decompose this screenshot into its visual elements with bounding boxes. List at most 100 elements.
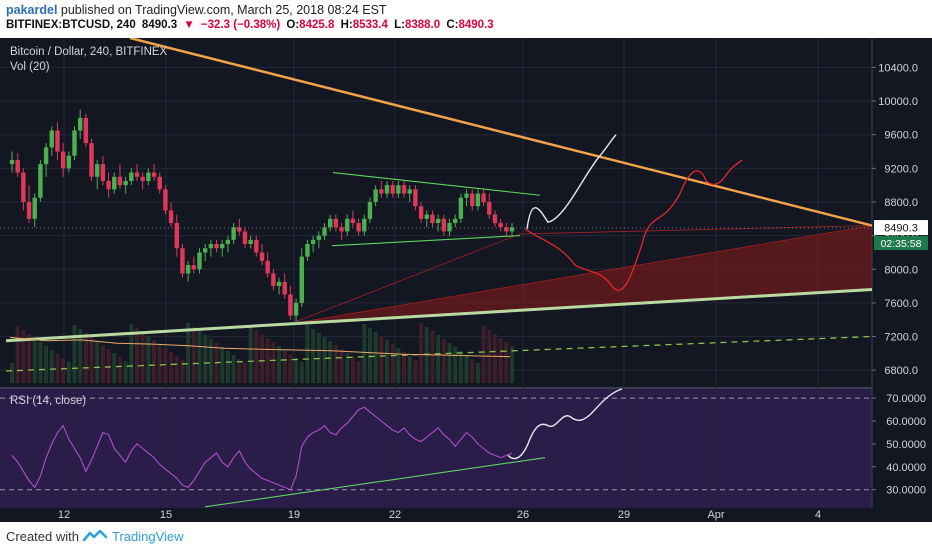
triangle-outline: [290, 225, 873, 325]
volume-bar: [260, 334, 264, 383]
candle-body: [390, 185, 395, 194]
volume-bar: [112, 353, 117, 383]
high-label: H:: [340, 19, 353, 31]
volume-bar: [203, 335, 208, 383]
volume-bar: [61, 358, 66, 383]
footer: Created with TradingView: [0, 522, 932, 550]
volume-bar: [129, 324, 134, 383]
volume-bar: [197, 331, 202, 383]
candle-body: [401, 185, 407, 194]
candle-body: [452, 218, 458, 224]
volume-bar: [100, 345, 105, 383]
open-label: O:: [286, 19, 300, 31]
volume-bars: [10, 323, 514, 383]
y-tick-label: 8000.0: [884, 264, 918, 276]
last-price: 8490.3: [141, 19, 178, 31]
candle-body: [123, 180, 128, 186]
projection-path-red: [524, 159, 743, 291]
rsi-y-tick-label: 40.0000: [886, 462, 926, 474]
volume-bar: [481, 326, 486, 383]
projection-path-white: [526, 134, 617, 229]
tradingview-logo-icon[interactable]: [82, 528, 108, 544]
volume-bar: [413, 360, 418, 383]
volume-bar: [475, 363, 480, 383]
volume-bar: [390, 344, 395, 383]
price-change: −32.3 (−0.38%): [200, 19, 281, 31]
candle-body: [373, 189, 378, 202]
chart-area[interactable]: 70.0000 60.0000 50.0000 40.0000 30.0000 1040…: [0, 36, 932, 522]
candle-body: [333, 218, 339, 228]
candle-body: [77, 117, 83, 131]
rsi-line: [11, 406, 513, 491]
symbol-info: BITFINEX:BTCUSD, 240 8490.3 ▼ −32.3 (−0.…: [6, 19, 497, 31]
volume-bar: [152, 340, 157, 383]
rsi-trendline: [204, 457, 546, 508]
volume-indicator-label: Vol (20): [10, 61, 50, 73]
candle-body: [492, 214, 498, 224]
volume-bar: [186, 323, 191, 383]
volume-bar: [498, 338, 503, 383]
volume-bar: [237, 359, 242, 383]
rsi-title: RSI (14, close): [10, 395, 86, 407]
candle-body: [384, 185, 390, 194]
volume-bar: [367, 328, 372, 383]
x-axis: 12 15 19 22 26 29 Apr 4: [58, 509, 821, 521]
price-chart-svg[interactable]: 70.0000 60.0000 50.0000 40.0000 30.0000 1040…: [0, 36, 932, 522]
pane-divider[interactable]: [0, 387, 872, 389]
volume-bar: [510, 346, 514, 383]
pennant-lower-line: [331, 235, 521, 247]
down-arrow-icon: ▼: [183, 19, 195, 31]
candle-body: [418, 206, 424, 219]
candle-body: [9, 159, 15, 165]
candles: [9, 109, 515, 324]
volume-bar: [419, 323, 424, 383]
x-tick-label: 26: [517, 509, 529, 521]
volume-bar: [447, 343, 452, 383]
tradingview-brand-link[interactable]: TradingView: [112, 529, 184, 544]
candle-body: [180, 248, 185, 274]
support-trendline: [5, 287, 873, 343]
candle-body: [231, 227, 236, 240]
volume-bar: [123, 361, 128, 383]
price-scale[interactable]: [872, 38, 932, 508]
candle-body: [345, 218, 350, 232]
volume-bar: [248, 326, 253, 383]
drawings-back: [0, 36, 873, 372]
rsi-pane: 70.0000 60.0000 50.0000 40.0000 30.0000: [0, 388, 926, 508]
volume-bar: [95, 341, 100, 383]
candle-body: [185, 265, 191, 274]
rsi-projection-path: [507, 388, 623, 460]
author-link[interactable]: pakardel: [6, 3, 58, 17]
x-tick-label: 15: [160, 509, 172, 521]
candle-body: [15, 159, 20, 173]
volume-bar: [78, 329, 83, 383]
x-tick-label: 19: [288, 509, 300, 521]
candle-body: [430, 214, 435, 224]
candle-body: [464, 193, 469, 198]
candle-body: [339, 227, 344, 232]
volume-bar: [453, 347, 458, 383]
candle-body: [100, 164, 106, 181]
volume-bar: [225, 351, 230, 383]
volume-bar: [407, 356, 412, 383]
volume-bar: [470, 359, 475, 383]
candle-body: [55, 130, 60, 152]
candle-body: [299, 256, 304, 303]
volume-bar: [396, 348, 401, 383]
rsi-y-tick-label: 70.0000: [886, 393, 926, 405]
countdown-label-bg: [874, 236, 928, 251]
volume-bar: [106, 349, 111, 383]
candle-body: [310, 239, 316, 245]
candle-body: [66, 155, 72, 169]
countdown-label: 02:35:58: [881, 238, 922, 250]
volume-bar: [32, 338, 37, 383]
volume-bar: [49, 350, 54, 383]
volume-bar: [55, 354, 60, 383]
candle-body: [322, 227, 327, 236]
candle-body: [214, 244, 219, 249]
candle-body: [60, 151, 66, 169]
candle-body: [407, 189, 412, 194]
x-tick-label: 12: [58, 509, 70, 521]
candle-body: [117, 176, 123, 186]
volume-bar: [140, 332, 145, 383]
